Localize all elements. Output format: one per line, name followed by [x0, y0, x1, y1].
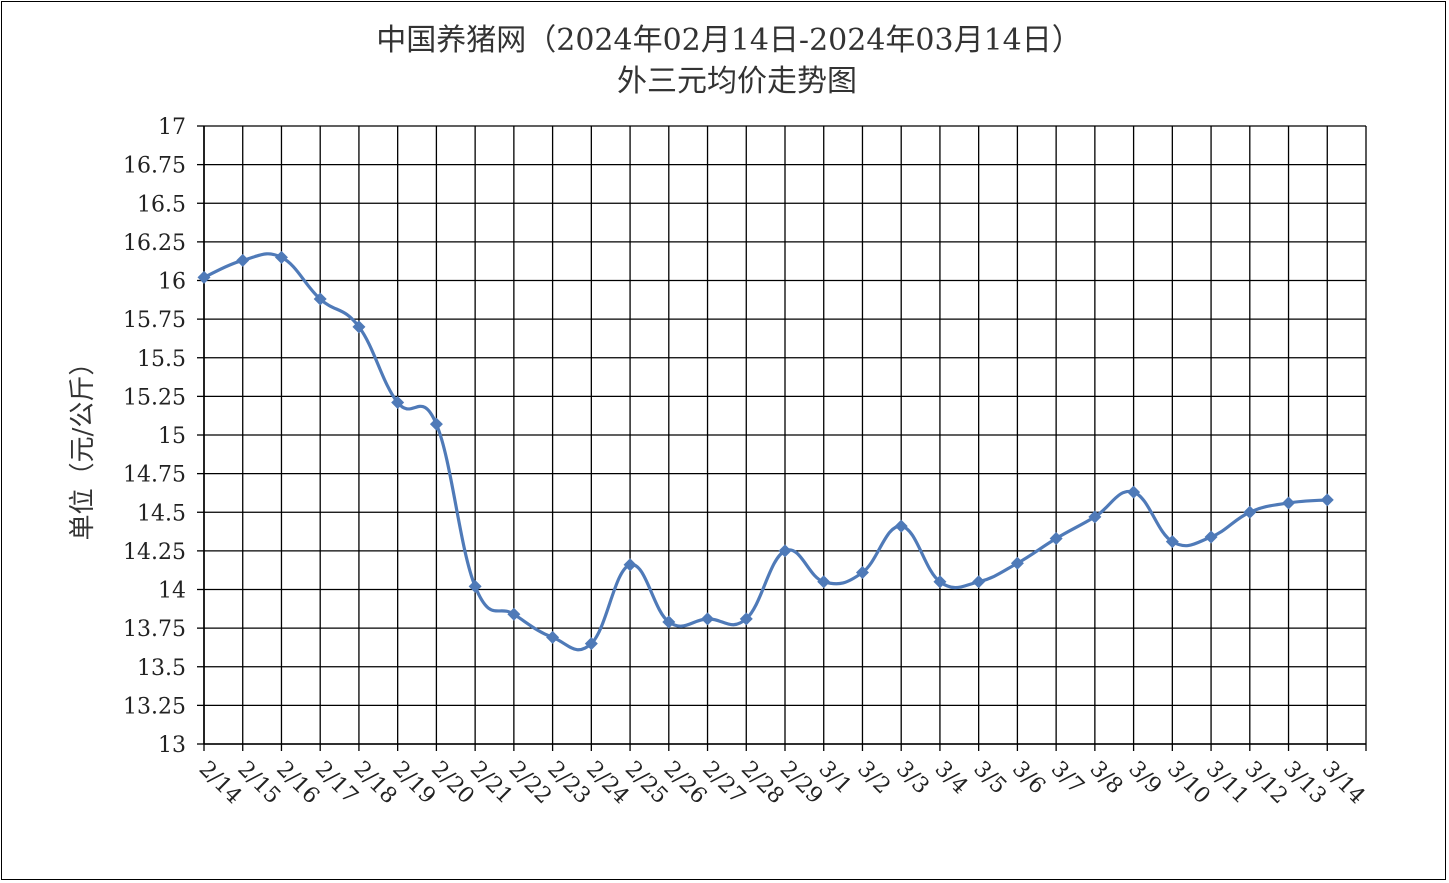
y-tick-label: 17: [158, 115, 186, 140]
data-point-marker: [546, 630, 560, 644]
data-point-marker: [1282, 496, 1296, 510]
x-tick-label: 2/15: [232, 757, 285, 810]
x-tick-label: 2/22: [504, 757, 557, 810]
series-price: [197, 250, 1334, 652]
x-tick-label: 2/14: [194, 757, 247, 810]
y-tick-label: 15.25: [123, 385, 186, 410]
y-tick-label: 14: [158, 579, 186, 604]
x-tick-label: 3/13: [1278, 757, 1331, 810]
x-tick-label: 3/12: [1240, 757, 1293, 810]
y-tick-label: 15: [158, 424, 186, 449]
x-tick-label: 2/26: [659, 757, 712, 810]
data-point-marker: [313, 292, 327, 306]
x-tick-label: 2/27: [697, 757, 750, 810]
y-tick-label: 14.75: [123, 463, 186, 488]
data-point-marker: [701, 612, 715, 626]
data-point-marker: [1127, 485, 1141, 499]
chart-subtitle: 外三元均价走势图: [617, 64, 857, 99]
data-point-marker: [1320, 493, 1334, 507]
x-tick-label: 2/16: [271, 757, 324, 810]
data-point-marker: [972, 575, 986, 589]
x-tick-label: 2/25: [620, 757, 673, 810]
data-point-marker: [274, 250, 288, 264]
x-tick-label: 3/5: [968, 757, 1011, 800]
x-tick-label: 3/4: [930, 757, 973, 800]
data-point-marker: [468, 579, 482, 593]
series-line: [203, 252, 1328, 652]
x-tick-label: 2/23: [542, 757, 595, 810]
x-tick-label: 2/19: [387, 757, 440, 810]
data-point-marker: [623, 558, 637, 572]
y-tick-label: 16.75: [123, 154, 186, 179]
data-point-marker: [817, 575, 831, 589]
data-point-marker: [1243, 505, 1257, 519]
x-tick-label: 3/10: [1162, 757, 1215, 810]
data-point-marker: [1049, 532, 1063, 546]
data-point-marker: [1204, 530, 1218, 544]
data-point-marker: [894, 519, 908, 533]
data-point-marker: [855, 566, 869, 580]
x-tick-label: 2/18: [349, 757, 402, 810]
y-tick-label: 13: [158, 733, 186, 758]
x-tick-label: 3/3: [891, 757, 934, 800]
data-point-marker: [1010, 556, 1024, 570]
y-tick-label: 15.75: [123, 308, 186, 333]
x-tick-label: 2/29: [775, 757, 828, 810]
data-point-marker: [197, 270, 211, 284]
y-tick-label: 16.5: [137, 192, 186, 217]
x-tick-label: 3/2: [852, 757, 895, 800]
x-tick-label: 3/8: [1085, 757, 1128, 800]
data-point-marker: [778, 544, 792, 558]
x-tick-label: 2/24: [581, 757, 634, 810]
data-point-marker: [584, 637, 598, 651]
y-tick-label: 16.25: [123, 231, 186, 256]
y-tick-label: 13.75: [123, 617, 186, 642]
y-tick-label: 13.25: [123, 694, 186, 719]
x-tick-labels: 2/142/152/162/172/182/192/202/212/222/23…: [194, 757, 1370, 810]
y-axis-label: 单位（元/公斤）: [68, 350, 98, 541]
gridlines: [203, 125, 1367, 745]
data-point-marker: [352, 320, 366, 334]
data-point-marker: [662, 615, 676, 629]
x-tick-label: 3/11: [1201, 757, 1254, 810]
data-point-marker: [739, 612, 753, 626]
data-point-marker: [507, 607, 521, 621]
data-point-marker: [1165, 535, 1179, 549]
data-point-marker: [236, 253, 250, 267]
x-tick-label: 2/28: [736, 757, 789, 810]
x-tick-label: 2/17: [310, 757, 363, 810]
x-tick-label: 2/21: [465, 757, 518, 810]
data-point-marker: [429, 417, 443, 431]
data-point-marker: [1088, 510, 1102, 524]
x-tick-label: 3/7: [1046, 757, 1089, 800]
data-point-marker: [933, 575, 947, 589]
x-tick-label: 3/9: [1123, 757, 1166, 800]
y-tick-labels: 13 13.25 13.5 13.75 14 14.25 14.5 14.75 15 15.25 1…: [123, 115, 186, 758]
axes: [197, 125, 1367, 751]
chart-title: 中国养猪网（2024年02月14日-2024年03月14日）: [376, 23, 1082, 58]
y-tick-label: 15.5: [137, 347, 186, 372]
y-tick-label: 16: [158, 270, 186, 295]
y-tick-label: 14.25: [123, 540, 186, 565]
x-tick-label: 3/6: [1007, 757, 1050, 800]
x-tick-label: 2/20: [426, 757, 479, 810]
data-point-marker: [391, 396, 405, 410]
y-tick-label: 13.5: [137, 656, 186, 681]
y-tick-label: 14.5: [137, 501, 186, 526]
x-tick-label: 3/14: [1317, 757, 1370, 810]
